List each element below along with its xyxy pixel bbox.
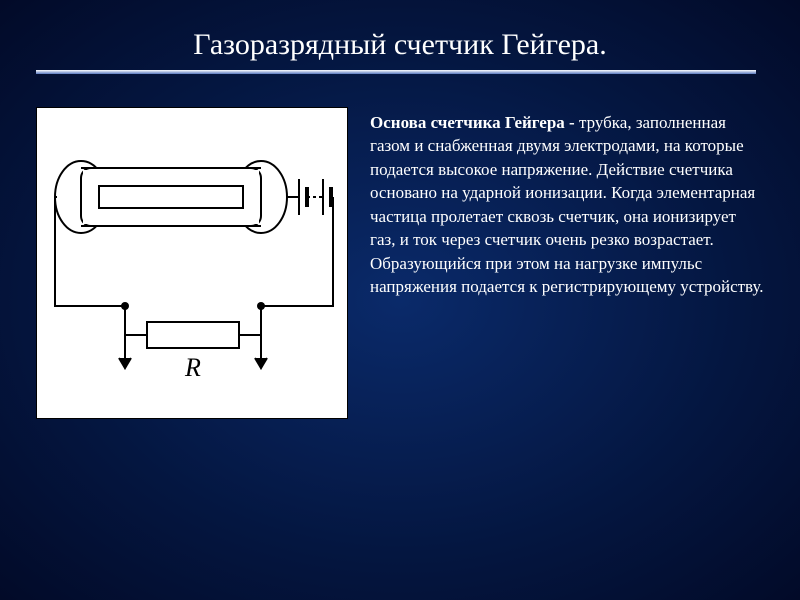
body-text: Основа счетчика Гейгера - трубка, заполн…: [370, 107, 764, 299]
slide: Газоразрядный счетчик Гейгера.: [0, 0, 800, 600]
resistor: [147, 322, 239, 348]
circuit-diagram: R: [36, 107, 348, 419]
slide-title: Газоразрядный счетчик Гейгера.: [36, 28, 764, 62]
body-lead: Основа счетчика Гейгера -: [370, 113, 579, 132]
circuit-svg: R: [37, 108, 347, 418]
body-main: трубка, заполненная газом и снабженная д…: [370, 113, 764, 296]
resistor-label: R: [184, 353, 201, 382]
node-left: [121, 302, 129, 310]
title-underline: [36, 70, 756, 78]
arrow-right-head: [255, 358, 267, 370]
node-right: [257, 302, 265, 310]
content-row: R Основа счетчика Гейгера - трубка, запо…: [36, 107, 764, 419]
arrow-left-head: [119, 358, 131, 370]
